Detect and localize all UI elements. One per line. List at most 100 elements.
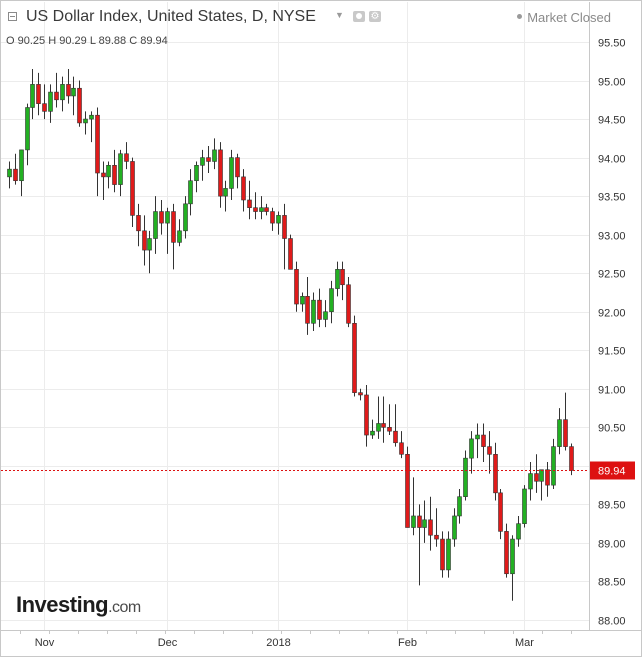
chart-header: US Dollar Index, United States, D, NYSE … xyxy=(6,8,634,28)
candle-body xyxy=(200,157,205,166)
caret-down-icon[interactable]: ▼ xyxy=(335,10,344,20)
candle-body xyxy=(434,534,439,540)
market-status: Market Closed xyxy=(517,10,611,25)
candle-body xyxy=(340,269,345,286)
candle-body xyxy=(25,107,30,151)
symbol-title[interactable]: US Dollar Index, United States, D, NYSE xyxy=(26,8,316,25)
ohlc-readout: O 90.25 H 90.29 L 89.88 C 89.94 xyxy=(6,35,168,47)
candle-body xyxy=(317,299,322,320)
candle-body xyxy=(223,188,228,197)
candle-body xyxy=(77,87,82,124)
candle-body xyxy=(66,84,71,97)
y-tick-label: 88.50 xyxy=(598,577,626,589)
y-tick-label: 91.00 xyxy=(598,385,626,397)
logo-suffix: .com xyxy=(108,599,141,616)
candle-body xyxy=(516,523,521,540)
candle-body xyxy=(522,488,527,524)
last-price-tag xyxy=(590,461,635,480)
y-tick-label: 95.50 xyxy=(598,38,626,50)
candle-body xyxy=(48,91,53,112)
candle-body xyxy=(417,515,422,528)
candle-body xyxy=(539,469,544,482)
gear-icon[interactable]: ⚙ xyxy=(369,11,381,22)
candle-body xyxy=(7,168,12,178)
y-tick-label: 90.50 xyxy=(598,423,626,435)
candle-body xyxy=(54,91,59,101)
candle-body xyxy=(446,538,451,571)
y-tick-label: 94.50 xyxy=(598,115,626,127)
low-label: L xyxy=(89,35,96,47)
candle-body xyxy=(95,114,100,174)
candle-body xyxy=(440,538,445,571)
candle-body xyxy=(142,230,147,251)
candle-body xyxy=(194,165,199,182)
x-tick-label: 2018 xyxy=(266,637,290,649)
candle-body xyxy=(153,211,158,239)
candle-body xyxy=(276,215,281,224)
candle-body xyxy=(89,114,94,120)
candle-body xyxy=(124,153,129,162)
candle-body xyxy=(282,215,287,239)
candle-body xyxy=(112,165,117,185)
candle-body xyxy=(463,457,468,497)
collapse-icon[interactable] xyxy=(8,12,17,21)
candle-body xyxy=(510,538,515,575)
candle-body xyxy=(130,161,135,216)
candle-body xyxy=(393,430,398,444)
x-tick-label: Dec xyxy=(158,637,178,649)
close-label: C xyxy=(129,35,138,47)
candle-body xyxy=(311,299,316,324)
candle-body xyxy=(19,149,24,182)
candle-body xyxy=(235,157,240,178)
x-tick-label: Feb xyxy=(398,637,417,649)
candle-body xyxy=(545,469,550,486)
open-label: O xyxy=(6,35,15,47)
candle-body xyxy=(329,288,334,313)
y-tick-label: 89.50 xyxy=(598,500,626,512)
candle-body xyxy=(452,515,457,540)
candle-body xyxy=(188,180,193,205)
y-tick-label: 94.00 xyxy=(598,154,626,166)
candle-body xyxy=(183,203,188,232)
candle-body xyxy=(118,153,123,185)
candle-body xyxy=(147,238,152,251)
candle-body xyxy=(218,149,223,197)
candle-body xyxy=(171,211,176,243)
candle-body xyxy=(30,84,35,108)
candle-body xyxy=(83,118,88,124)
eye-icon[interactable] xyxy=(353,11,365,22)
candle-body xyxy=(212,149,217,162)
candle-body xyxy=(504,531,509,575)
candle-body xyxy=(534,473,539,482)
candle-body xyxy=(270,211,275,224)
candle-body xyxy=(399,442,404,455)
candle-body xyxy=(101,172,106,178)
candle-body xyxy=(288,238,293,270)
candle-body xyxy=(569,446,574,471)
y-tick-label: 89.00 xyxy=(598,539,626,551)
candle-body xyxy=(498,492,503,532)
y-tick-label: 92.00 xyxy=(598,308,626,320)
candle-body xyxy=(264,207,269,212)
y-tick-label: 91.50 xyxy=(598,346,626,358)
candle-body xyxy=(358,392,363,396)
candle-body xyxy=(253,207,258,212)
candle-body xyxy=(294,269,299,305)
candle-body xyxy=(457,496,462,517)
high-label: H xyxy=(48,35,57,47)
candle-body xyxy=(300,296,305,305)
candle-body xyxy=(557,419,562,447)
y-tick-label: 95.00 xyxy=(598,77,626,89)
candle-body xyxy=(346,284,351,324)
candle-body xyxy=(422,519,427,528)
x-tick-label: Mar xyxy=(515,637,534,649)
last-price-label: 89.94 xyxy=(598,466,626,478)
logo-brand: Investing xyxy=(16,592,109,617)
candle-body xyxy=(241,176,246,201)
candle-body xyxy=(428,519,433,536)
candle-body xyxy=(528,473,533,490)
candle-body xyxy=(106,165,111,178)
candle-body xyxy=(405,454,410,528)
high-value: 90.29 xyxy=(59,35,87,47)
